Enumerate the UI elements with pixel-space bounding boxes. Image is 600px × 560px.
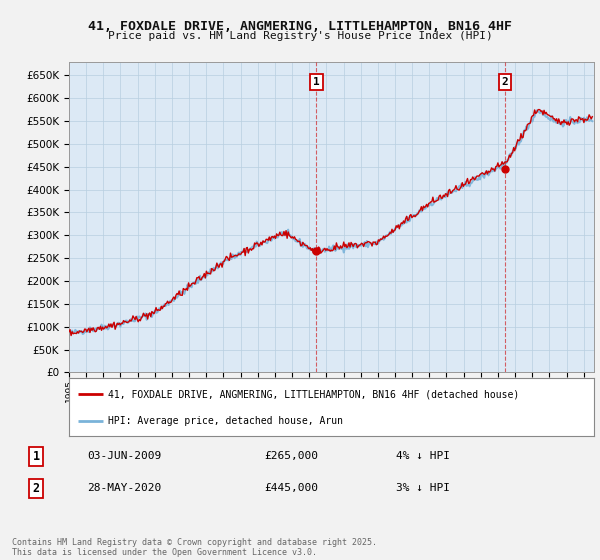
Text: Price paid vs. HM Land Registry's House Price Index (HPI): Price paid vs. HM Land Registry's House … [107,31,493,41]
Text: 4% ↓ HPI: 4% ↓ HPI [396,451,450,461]
Text: Contains HM Land Registry data © Crown copyright and database right 2025.
This d: Contains HM Land Registry data © Crown c… [12,538,377,557]
Text: HPI: Average price, detached house, Arun: HPI: Average price, detached house, Arun [109,416,343,426]
Text: 41, FOXDALE DRIVE, ANGMERING, LITTLEHAMPTON, BN16 4HF: 41, FOXDALE DRIVE, ANGMERING, LITTLEHAMP… [88,20,512,32]
Text: £265,000: £265,000 [264,451,318,461]
Text: 28-MAY-2020: 28-MAY-2020 [87,483,161,493]
Text: 3% ↓ HPI: 3% ↓ HPI [396,483,450,493]
Text: 03-JUN-2009: 03-JUN-2009 [87,451,161,461]
Text: 2: 2 [502,77,508,87]
Text: 2: 2 [32,482,40,495]
Text: 41, FOXDALE DRIVE, ANGMERING, LITTLEHAMPTON, BN16 4HF (detached house): 41, FOXDALE DRIVE, ANGMERING, LITTLEHAMP… [109,389,520,399]
Text: 1: 1 [32,450,40,463]
Text: £445,000: £445,000 [264,483,318,493]
Text: 1: 1 [313,77,320,87]
